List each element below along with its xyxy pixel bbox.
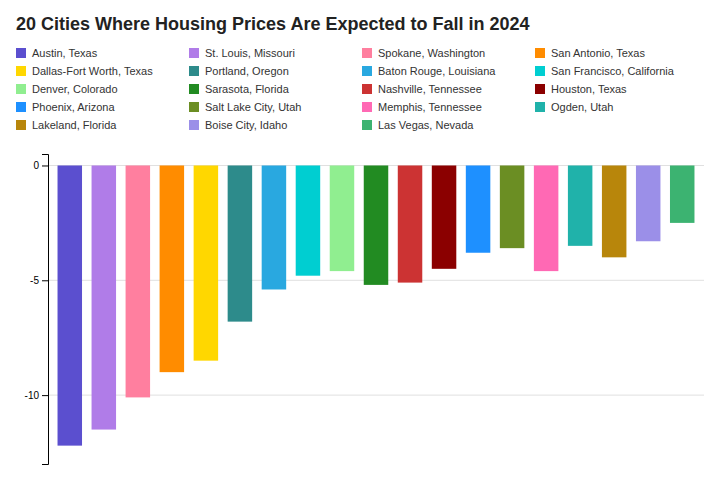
legend-swatch	[16, 102, 26, 112]
legend-item: Portland, Oregon	[189, 65, 289, 77]
legend: Austin, Texas St. Louis, Missouri Spokane,…	[16, 47, 675, 131]
legend-item: Houston, Texas	[535, 83, 627, 95]
legend-label: San Francisco, California	[551, 65, 675, 77]
legend-item: Memphis, Tennessee	[362, 101, 482, 113]
legend-item: Austin, Texas	[16, 47, 98, 59]
bar	[58, 165, 82, 445]
bar	[92, 165, 116, 429]
tick-label: -5	[30, 275, 39, 286]
bar	[262, 165, 286, 289]
legend-swatch	[16, 120, 26, 130]
bar	[636, 165, 660, 241]
legend-swatch	[189, 48, 199, 58]
tick: -5	[30, 275, 48, 286]
axis-line	[42, 155, 49, 465]
legend-item: Las Vegas, Nevada	[362, 119, 474, 131]
legend-item: Dallas-Fort Worth, Texas	[16, 65, 153, 77]
tick-label: 0	[33, 160, 39, 171]
legend-swatch	[189, 120, 199, 130]
legend-label: Ogden, Utah	[551, 101, 613, 113]
legend-label: Portland, Oregon	[205, 65, 289, 77]
tick-mark	[42, 280, 48, 281]
bar	[670, 165, 694, 222]
legend-swatch	[189, 84, 199, 94]
tick-mark	[42, 165, 48, 166]
legend-label: Dallas-Fort Worth, Texas	[32, 65, 153, 77]
legend-item: Sarasota, Florida	[189, 83, 290, 95]
tick: -10	[25, 390, 48, 401]
bar	[602, 165, 626, 257]
legend-swatch	[362, 66, 372, 76]
legend-label: Austin, Texas	[32, 47, 98, 59]
legend-item: Baton Rouge, Louisiana	[362, 65, 496, 77]
legend-item: Boise City, Idaho	[189, 119, 287, 131]
legend-swatch	[535, 84, 545, 94]
legend-item: Salt Lake City, Utah	[189, 101, 301, 113]
legend-label: Las Vegas, Nevada	[378, 119, 474, 131]
legend-swatch	[362, 102, 372, 112]
legend-item: St. Louis, Missouri	[189, 47, 295, 59]
legend-swatch	[535, 102, 545, 112]
legend-label: Memphis, Tennessee	[378, 101, 482, 113]
legend-item: Spokane, Washington	[362, 47, 485, 59]
bars	[58, 165, 695, 445]
bar	[228, 165, 252, 321]
legend-item: Denver, Colorado	[16, 83, 118, 95]
legend-swatch	[535, 66, 545, 76]
tick-label: -10	[25, 390, 40, 401]
legend-label: St. Louis, Missouri	[205, 47, 295, 59]
bar	[160, 165, 184, 372]
legend-label: Lakeland, Florida	[32, 119, 117, 131]
legend-item: San Francisco, California	[535, 65, 675, 77]
legend-label: Denver, Colorado	[32, 83, 118, 95]
legend-swatch	[362, 84, 372, 94]
bar	[194, 165, 218, 360]
legend-swatch	[362, 120, 372, 130]
legend-swatch	[189, 66, 199, 76]
legend-item: Ogden, Utah	[535, 101, 613, 113]
title: 20 Cities Where Housing Prices Are Expec…	[16, 14, 530, 34]
bar	[296, 165, 320, 275]
legend-swatch	[362, 48, 372, 58]
legend-label: San Antonio, Texas	[551, 47, 645, 59]
legend-swatch	[189, 102, 199, 112]
legend-swatch	[16, 84, 26, 94]
bar	[466, 165, 490, 252]
bar	[534, 165, 558, 271]
legend-label: Spokane, Washington	[378, 47, 485, 59]
bar	[500, 165, 524, 248]
legend-item: Phoenix, Arizona	[16, 101, 115, 113]
bar	[126, 165, 150, 397]
legend-swatch	[535, 48, 545, 58]
chart: 20 Cities Where Housing Prices Are Expec…	[0, 0, 724, 484]
legend-label: Salt Lake City, Utah	[205, 101, 301, 113]
legend-label: Phoenix, Arizona	[32, 101, 115, 113]
bar	[398, 165, 422, 282]
legend-label: Nashville, Tennessee	[378, 83, 482, 95]
y-axis: 0 -5 -10	[25, 155, 49, 465]
bar	[432, 165, 456, 268]
bar	[330, 165, 354, 271]
legend-swatch	[16, 48, 26, 58]
legend-item: Lakeland, Florida	[16, 119, 117, 131]
bar	[568, 165, 592, 245]
bar	[364, 165, 388, 284]
legend-item: Nashville, Tennessee	[362, 83, 482, 95]
legend-label: Boise City, Idaho	[205, 119, 287, 131]
tick: 0	[33, 160, 48, 171]
legend-item: San Antonio, Texas	[535, 47, 645, 59]
legend-label: Houston, Texas	[551, 83, 627, 95]
tick-mark	[42, 395, 48, 396]
legend-label: Baton Rouge, Louisiana	[378, 65, 496, 77]
legend-label: Sarasota, Florida	[205, 83, 290, 95]
plot: 0 -5 -10	[25, 155, 704, 465]
legend-swatch	[16, 66, 26, 76]
